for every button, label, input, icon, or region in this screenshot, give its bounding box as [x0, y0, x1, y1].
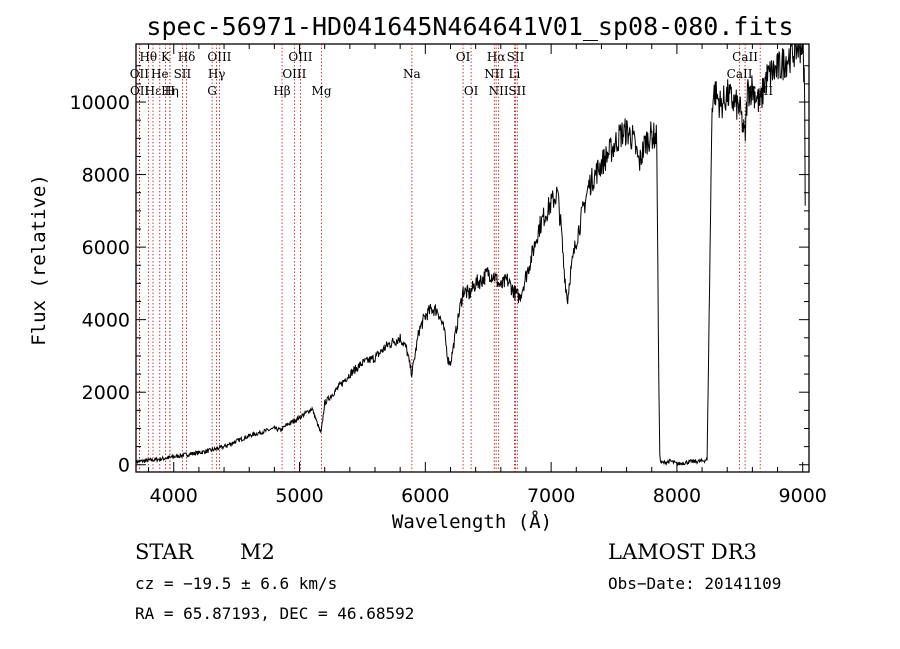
y-tick-label: 10000 [70, 92, 130, 114]
object-class: STAR [135, 540, 194, 564]
marker-label: Hβ [273, 84, 290, 98]
y-axis-label: Flux (relative) [28, 174, 50, 346]
redshift-text: cz = −19.5 ± 6.6 km/s [135, 574, 337, 593]
marker-label: OIII [288, 50, 312, 64]
obs-date: Obs−Date: 20141109 [608, 574, 781, 593]
marker-label: OIII [207, 50, 231, 64]
marker-label: Hθ [139, 50, 157, 64]
marker-label: CaII [732, 50, 758, 64]
marker-label: Hε [145, 84, 162, 98]
marker-label: K [161, 50, 171, 64]
marker-label: Hδ [178, 50, 196, 64]
marker-label: Hα [487, 50, 506, 64]
marker-label: OI [456, 50, 471, 64]
marker-label: SII [174, 67, 192, 81]
y-tick-label: 8000 [82, 165, 130, 187]
ra-dec: RA = 65.87193, DEC = 46.68592 [135, 604, 414, 623]
marker-label: Na [403, 67, 421, 81]
x-tick-label: 9000 [779, 485, 827, 507]
marker-label: CaII [727, 67, 753, 81]
marker-label: Hγ [208, 67, 226, 81]
marker-label: SII [507, 50, 525, 64]
x-tick-label: 4000 [150, 485, 198, 507]
chart-title: spec-56971-HD041645N464641V01_sp08-080.f… [146, 12, 793, 41]
marker-label: OIII [282, 67, 306, 81]
marker-label: Li [508, 67, 520, 81]
y-tick-label: 6000 [82, 237, 130, 259]
object-subclass: M2 [240, 540, 275, 564]
marker-label: He [151, 67, 169, 81]
marker-label: Mg [312, 84, 332, 98]
x-tick-label: 7000 [527, 485, 575, 507]
marker-label: OII [130, 67, 150, 81]
y-tick-label: 4000 [82, 310, 130, 332]
survey-name: LAMOST DR3 [608, 540, 757, 564]
plot-frame [135, 43, 810, 473]
spectrum-line [135, 43, 806, 466]
marker-label: OI [464, 84, 479, 98]
y-tick-label: 2000 [82, 382, 130, 404]
y-tick-label: 0 [118, 455, 130, 477]
marker-label: SII [508, 84, 526, 98]
x-tick-label: 6000 [401, 485, 449, 507]
x-axis-label: Wavelength (Å) [392, 510, 552, 533]
x-tick-label: 5000 [275, 485, 323, 507]
marker-label: NII [484, 67, 504, 81]
marker-label: G [207, 84, 217, 98]
marker-label: OII [130, 84, 150, 98]
marker-label: Hη [161, 84, 179, 98]
marker-label: NII [489, 84, 509, 98]
x-tick-label: 8000 [653, 485, 701, 507]
axis-ticks: 4000 5000 6000 7000 8000 9000 0 2000 4000 6000 800… [70, 44, 827, 507]
